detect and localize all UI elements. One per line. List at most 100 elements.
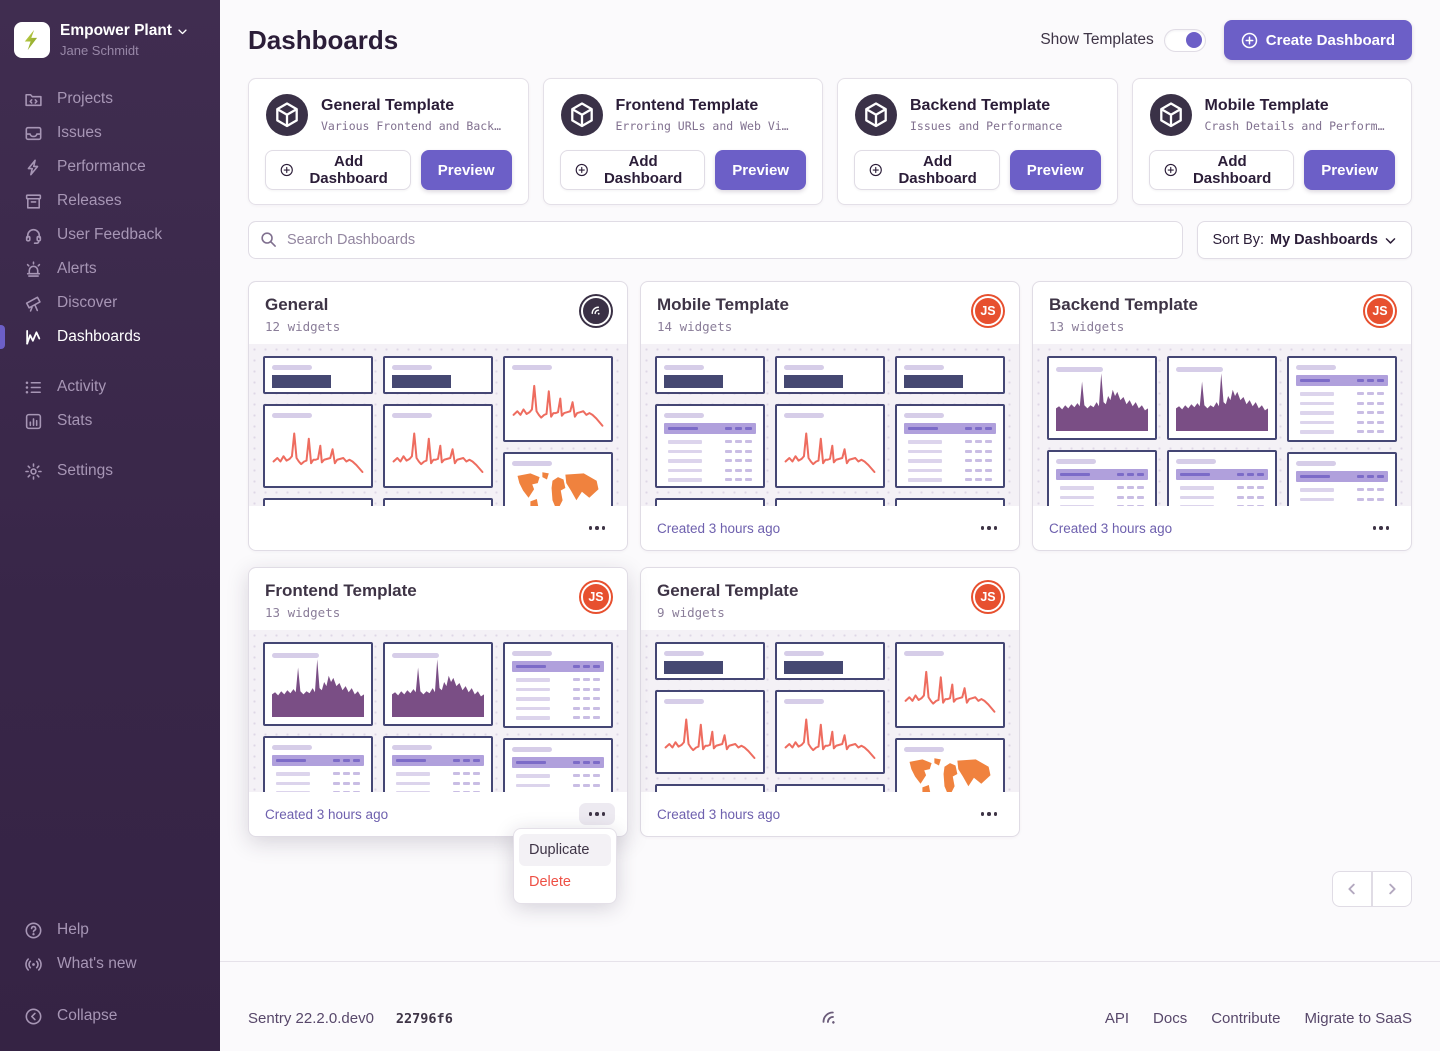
mini-widget-table-tall <box>503 642 613 728</box>
card-options-button[interactable] <box>578 803 615 825</box>
template-card: General Template Various Frontend and Bac… <box>248 78 529 205</box>
context-menu-item-delete[interactable]: Delete <box>529 874 571 890</box>
widget-title-placeholder <box>664 413 705 418</box>
mini-widget-table-cut <box>1047 450 1157 506</box>
sidebar-item-help[interactable]: Help <box>0 913 220 947</box>
sidebar-item-releases[interactable]: Releases <box>0 184 220 218</box>
dashboard-card-footer: Created 3 hours ago <box>641 506 1019 550</box>
sort-by-dropdown[interactable]: Sort By: My Dashboards <box>1197 221 1412 259</box>
sentry-avatar <box>581 296 611 326</box>
main-content: Dashboards Show Templates Create Dashboa… <box>220 0 1440 1051</box>
footer-link-docs[interactable]: Docs <box>1153 1010 1188 1027</box>
mini-widget-sliver <box>655 784 765 792</box>
table-header-placeholder <box>1176 469 1268 480</box>
created-timestamp: Created 3 hours ago <box>657 806 781 822</box>
sidebar-item-settings[interactable]: Settings <box>0 454 220 488</box>
sidebar-item-issues[interactable]: Issues <box>0 116 220 150</box>
widget-title-placeholder <box>664 365 705 370</box>
table-row-placeholder <box>904 440 996 444</box>
footer-link-contribute[interactable]: Contribute <box>1211 1010 1281 1027</box>
sidebar-collapse-button[interactable]: Collapse <box>0 999 220 1033</box>
pagination-next-button[interactable] <box>1372 871 1412 907</box>
table-row-placeholder <box>272 781 364 785</box>
dashboard-preview[interactable] <box>641 344 1019 506</box>
add-dashboard-label: Add Dashboard <box>898 153 977 187</box>
search-icon <box>260 231 277 248</box>
big-number-placeholder <box>272 375 331 388</box>
sidebar-item-activity[interactable]: Activity <box>0 370 220 404</box>
table-row-placeholder <box>1296 430 1388 434</box>
card-options-button[interactable] <box>1363 517 1400 539</box>
dashboard-preview[interactable] <box>249 344 627 506</box>
preview-button[interactable]: Preview <box>1009 150 1101 190</box>
alerts-icon <box>24 260 43 279</box>
dashboard-preview[interactable] <box>249 630 627 792</box>
sidebar-item-dashboards[interactable]: Dashboards <box>0 320 220 354</box>
preview-column <box>895 642 1005 792</box>
preview-button[interactable]: Preview <box>1304 150 1395 190</box>
template-description: Erroring URLs and Web Vi… <box>615 119 789 133</box>
table-header-placeholder <box>512 757 604 768</box>
footer-link-api[interactable]: API <box>1104 1010 1130 1027</box>
widget-title-placeholder <box>272 745 313 750</box>
table-row-placeholder <box>1296 401 1388 405</box>
preview-column <box>263 356 373 506</box>
dashboard-preview[interactable] <box>641 630 1019 792</box>
dashboard-card-titles: Frontend Template 13 widgets <box>265 581 417 620</box>
cube-icon <box>1149 93 1193 137</box>
search-box <box>248 221 1184 259</box>
create-dashboard-button[interactable]: Create Dashboard <box>1223 20 1412 60</box>
add-dashboard-button[interactable]: Add Dashboard <box>559 150 706 190</box>
context-menu-item-duplicate[interactable]: Duplicate <box>519 834 611 866</box>
card-options-button[interactable] <box>579 517 616 539</box>
widget-title-placeholder <box>272 365 313 370</box>
card-options-button[interactable] <box>971 803 1008 825</box>
table-row-placeholder <box>1296 411 1388 415</box>
search-input[interactable] <box>248 221 1184 259</box>
dashboard-title[interactable]: Mobile Template <box>657 295 789 314</box>
dashboard-title[interactable]: General <box>265 295 329 314</box>
add-dashboard-button[interactable]: Add Dashboard <box>854 150 1000 190</box>
widget-title-placeholder <box>512 365 553 370</box>
sidebar-item-feedback[interactable]: User Feedback <box>0 218 220 252</box>
table-row-placeholder <box>512 678 604 682</box>
add-dashboard-button[interactable]: Add Dashboard <box>265 150 411 190</box>
dashboard-title[interactable]: Frontend Template <box>265 581 417 600</box>
mini-widget-map <box>503 452 613 506</box>
collapse-icon <box>24 1007 43 1026</box>
preview-column <box>655 356 765 506</box>
table-row-placeholder <box>904 459 996 463</box>
add-dashboard-button[interactable]: Add Dashboard <box>1148 150 1295 190</box>
org-switcher[interactable]: Empower Plant Jane Schmidt <box>0 14 220 72</box>
mini-widget-area <box>383 642 493 726</box>
dashboard-card-titles: Backend Template 13 widgets <box>1049 295 1198 334</box>
dashboard-title[interactable]: General Template <box>657 581 799 600</box>
user-avatar: JS <box>1365 296 1395 326</box>
sidebar-item-label: Discover <box>57 294 118 312</box>
table-row-placeholder <box>512 687 604 691</box>
mini-widget-sliver <box>655 498 765 506</box>
table-row-placeholder <box>1296 420 1388 424</box>
sidebar-item-performance[interactable]: Performance <box>0 150 220 184</box>
sidebar-item-whats-new[interactable]: What's new <box>0 947 220 981</box>
preview-button[interactable]: Preview <box>420 150 512 190</box>
sidebar-item-stats[interactable]: Stats <box>0 404 220 438</box>
mini-widget-line <box>655 690 765 774</box>
discover-icon <box>24 294 43 313</box>
mini-widget-table-cut <box>263 736 373 792</box>
sidebar-item-projects[interactable]: Projects <box>0 82 220 116</box>
created-timestamp: Created 3 hours ago <box>657 520 781 536</box>
footer-build-hash[interactable]: 22796f6 <box>395 1010 453 1027</box>
sidebar-item-alerts[interactable]: Alerts <box>0 252 220 286</box>
footer-link-migrate-to-saas[interactable]: Migrate to SaaS <box>1304 1010 1412 1027</box>
preview-button[interactable]: Preview <box>715 150 806 190</box>
template-title: General Template <box>321 97 455 114</box>
dashboard-preview[interactable] <box>1033 344 1411 506</box>
sidebar-item-discover[interactable]: Discover <box>0 286 220 320</box>
card-options-button[interactable] <box>971 517 1008 539</box>
show-templates-toggle[interactable] <box>1163 28 1206 52</box>
pagination-prev-button[interactable] <box>1332 871 1372 907</box>
mini-widget-sliver <box>775 498 885 506</box>
dashboard-title[interactable]: Backend Template <box>1049 295 1198 314</box>
widget-title-placeholder <box>784 413 825 418</box>
